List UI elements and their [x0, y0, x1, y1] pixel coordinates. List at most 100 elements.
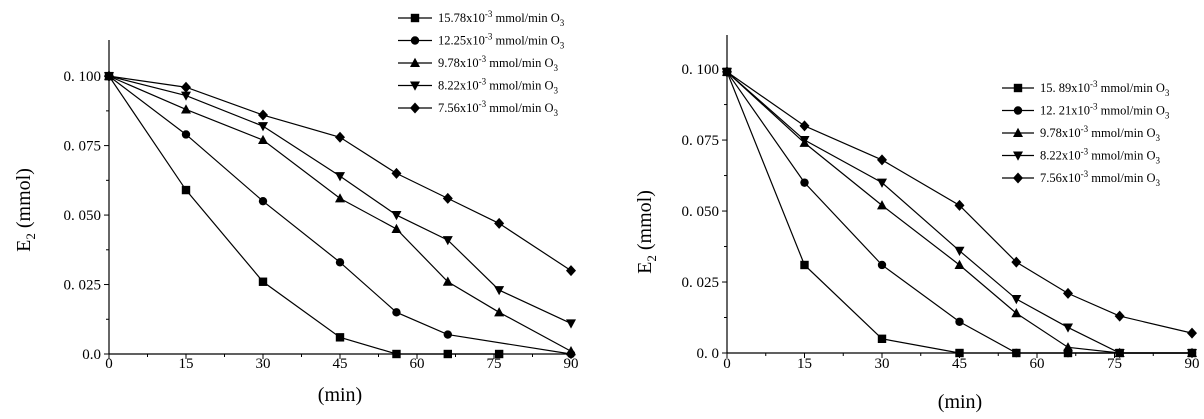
data-point-triangle-down [335, 172, 345, 182]
data-point-diamond [1011, 256, 1022, 268]
x-tick-label: 90 [1185, 356, 1200, 372]
data-point-triangle-down [442, 236, 453, 246]
legend-marker-circle [410, 36, 420, 45]
x-tick-label: 60 [410, 356, 425, 372]
data-point-diamond [442, 192, 453, 204]
data-point-square [392, 349, 401, 359]
data-point-circle [181, 130, 191, 139]
data-point-triangle-down [1063, 323, 1073, 333]
legend-marker-triangle-down [1013, 151, 1023, 161]
data-point-circle [443, 330, 452, 339]
y-axis-title: E2 (mmol) [13, 168, 38, 252]
x-tick-label: 30 [875, 356, 890, 372]
data-point-diamond [181, 81, 191, 93]
data-point-diamond [104, 70, 114, 82]
legend-marker-square [1013, 83, 1023, 93]
legend-label: 12.25x10-3 mmol/min O3 [438, 32, 565, 51]
series-line [108, 75, 572, 352]
data-point-triangle-down [181, 91, 191, 101]
x-tick-label: 60 [1030, 356, 1045, 372]
legend-entry-2: 12.25x10-3 mmol/min O3 [398, 32, 565, 51]
data-point-square [877, 334, 887, 344]
y-tick-label: 0. 025 [682, 275, 720, 291]
data-point-square [181, 185, 191, 195]
data-point-triangle-down [954, 246, 965, 256]
data-point-triangle-down [877, 178, 887, 188]
data-point-diamond [391, 167, 402, 179]
y-tick-label: 0.0 [82, 347, 101, 363]
data-point-square [443, 349, 452, 359]
legend-marker-circle [1013, 106, 1023, 115]
series-line [726, 71, 1193, 334]
x-axis-title: (min) [938, 391, 982, 413]
data-point-triangle-down [1011, 295, 1022, 305]
data-point-square [258, 277, 268, 286]
chart-panel-2: 0 15 30 45 60 75 90 0. 0 0. 025 0. 050 0. 075 0. 10… [634, 35, 1200, 413]
x-tick-label: 30 [256, 356, 271, 372]
legend-label: 9.78x10-3 mmol/min O3 [1040, 124, 1161, 143]
x-tick-label: 15 [179, 356, 194, 372]
x-tick-label: 45 [333, 356, 348, 372]
x-tick-label: 15 [797, 356, 812, 372]
legend-entry-5: 7.56x10-3 mmol/min O3 [398, 99, 559, 118]
data-point-square [335, 333, 345, 342]
legend-label: 7.56x10-3 mmol/min O3 [1040, 169, 1161, 188]
series-5 [722, 66, 1197, 339]
data-point-diamond [1114, 310, 1125, 322]
data-point-triangle-up [181, 104, 191, 114]
series-3 [104, 70, 576, 356]
data-point-square [955, 348, 964, 358]
legend-label: 15. 89x10-3 mmol/min O3 [1040, 79, 1170, 98]
x-tick-label: 45 [952, 356, 967, 372]
data-point-diamond [877, 154, 887, 166]
legend-marker-triangle-up [1013, 127, 1023, 137]
data-point-triangle-up [877, 200, 887, 210]
y-tick-label: 0. 075 [64, 139, 102, 155]
legend-marker-triangle-up [410, 57, 420, 67]
legend-entry-3: 9.78x10-3 mmol/min O3 [1002, 124, 1161, 143]
data-point-triangle-up [566, 346, 576, 356]
x-axis-title: (min) [318, 384, 362, 406]
data-point-triangle-down [1187, 349, 1197, 359]
chart-panel-1: 0 15 30 45 60 75 90 0.0 0. 025 0. 050 0. 075 0. 100… [13, 9, 579, 406]
y-tick-label: 0. 025 [64, 278, 102, 294]
series-line [108, 75, 500, 355]
series-line [108, 75, 572, 272]
legend-label: 12. 21x10-3 mmol/min O3 [1040, 102, 1170, 121]
data-point-triangle-up [442, 276, 453, 286]
legend-entry-1: 15. 89x10-3 mmol/min O3 [1002, 79, 1170, 98]
series-line [726, 71, 1192, 354]
data-point-circle [955, 317, 964, 326]
legend-entry-4: 8.22x10-3 mmol/min O3 [398, 77, 559, 96]
data-point-diamond [335, 131, 345, 143]
data-point-diamond [494, 217, 505, 229]
series-line [726, 71, 1192, 354]
legend-marker-diamond [410, 102, 420, 114]
data-point-diamond [258, 109, 268, 121]
x-tick-label: 75 [1107, 356, 1122, 372]
legend-marker-square [410, 13, 420, 23]
data-point-square [494, 349, 504, 359]
data-point-circle [258, 196, 268, 206]
x-tick-label: 90 [564, 356, 579, 372]
x-tick-label: 75 [487, 356, 502, 372]
data-point-circle [800, 178, 809, 187]
legend-entry-2: 12. 21x10-3 mmol/min O3 [1002, 102, 1170, 121]
legend-label: 7.56x10-3 mmol/min O3 [438, 99, 559, 118]
data-point-diamond [1063, 287, 1073, 299]
data-point-diamond [566, 265, 576, 277]
legend-entry-3: 9.78x10-3 mmol/min O3 [398, 54, 559, 73]
series-line [108, 75, 572, 324]
series-5 [104, 70, 576, 277]
y-tick-label: 0. 0 [697, 346, 720, 362]
data-point-diamond [722, 66, 732, 78]
data-point-square [800, 260, 809, 270]
data-point-circle [335, 258, 345, 267]
data-point-triangle-up [391, 223, 402, 233]
y-tick-label: 0. 050 [64, 208, 102, 224]
data-point-diamond [799, 120, 810, 132]
data-point-diamond [954, 199, 965, 211]
x-tick-label: 0 [105, 356, 113, 372]
